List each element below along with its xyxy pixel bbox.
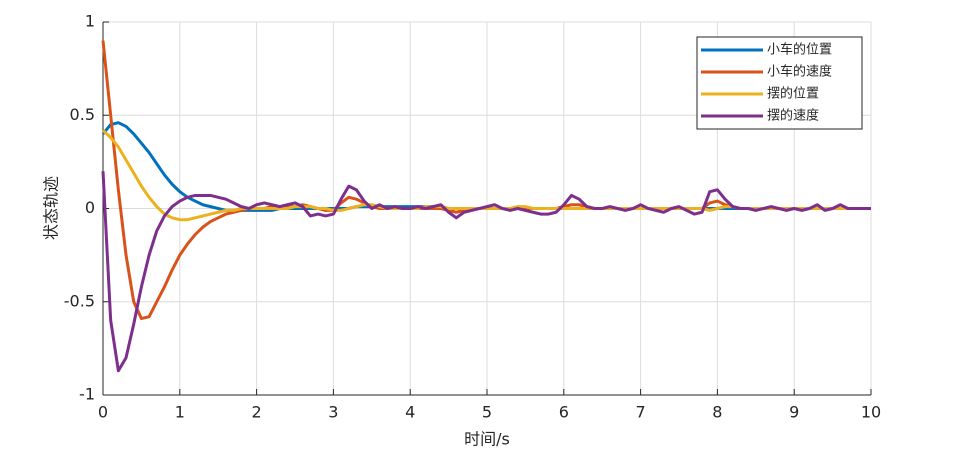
x-tick-label: 5 [482, 403, 492, 422]
legend-label: 摆的速度 [767, 108, 819, 124]
legend-label: 小车的位置 [767, 42, 832, 58]
x-axis-label: 时间/s [464, 430, 510, 449]
x-tick-label: 6 [559, 403, 569, 422]
x-tick-label: 10 [861, 403, 881, 422]
legend-label: 小车的速度 [767, 64, 832, 80]
x-tick-label: 0 [98, 403, 108, 422]
x-tick-label: 9 [789, 403, 799, 422]
x-tick-label: 8 [712, 403, 722, 422]
y-axis-label: 状态轨迹 [42, 176, 61, 240]
y-tick-label: -1 [79, 385, 95, 404]
x-tick-label: 2 [252, 403, 262, 422]
x-tick-label: 4 [405, 403, 415, 422]
legend-box [696, 36, 863, 130]
x-tick-label: 7 [636, 403, 646, 422]
data-line [101, 171, 871, 373]
x-tick-label: 1 [175, 403, 185, 422]
x-tick-label: 3 [328, 403, 338, 422]
y-tick-label: 0 [85, 198, 95, 217]
y-tick-label: 0.5 [70, 105, 95, 124]
y-tick-label: -0.5 [64, 291, 95, 310]
legend-label: 摆的位置 [767, 86, 819, 102]
y-tick-label: 1 [85, 12, 95, 31]
